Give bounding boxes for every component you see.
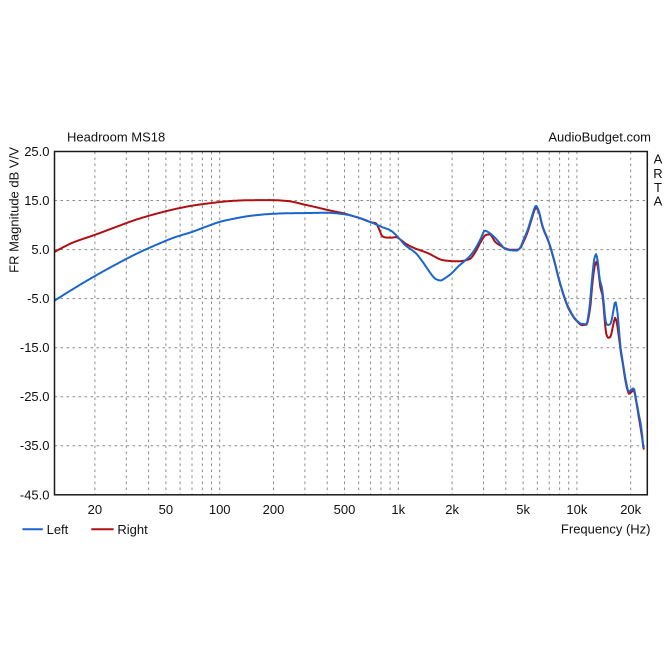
svg-text:5.0: 5.0 [31, 242, 49, 257]
svg-text:T: T [654, 180, 662, 195]
svg-text:-25.0: -25.0 [20, 389, 50, 404]
svg-text:Right: Right [117, 522, 148, 537]
svg-text:5k: 5k [516, 502, 530, 517]
svg-text:A: A [654, 194, 663, 209]
svg-text:25.0: 25.0 [24, 144, 49, 159]
svg-text:500: 500 [334, 502, 356, 517]
svg-text:20: 20 [88, 502, 102, 517]
svg-text:20k: 20k [620, 502, 641, 517]
svg-text:100: 100 [209, 502, 231, 517]
svg-text:-15.0: -15.0 [20, 340, 50, 355]
svg-text:Headroom MS18: Headroom MS18 [67, 130, 165, 145]
svg-text:AudioBudget.com: AudioBudget.com [548, 130, 651, 145]
svg-text:A: A [654, 152, 663, 167]
svg-text:-5.0: -5.0 [27, 291, 49, 306]
svg-text:Left: Left [47, 522, 69, 537]
svg-text:FR Magnitude dB V/V: FR Magnitude dB V/V [7, 147, 22, 273]
svg-text:10k: 10k [566, 502, 587, 517]
svg-text:50: 50 [159, 502, 173, 517]
svg-text:200: 200 [263, 502, 285, 517]
svg-text:R: R [653, 166, 662, 181]
svg-text:1k: 1k [391, 502, 405, 517]
svg-text:2k: 2k [445, 502, 459, 517]
svg-text:15.0: 15.0 [24, 193, 49, 208]
svg-text:Frequency (Hz): Frequency (Hz) [561, 522, 651, 537]
svg-text:-45.0: -45.0 [20, 487, 50, 502]
svg-text:-35.0: -35.0 [20, 438, 50, 453]
